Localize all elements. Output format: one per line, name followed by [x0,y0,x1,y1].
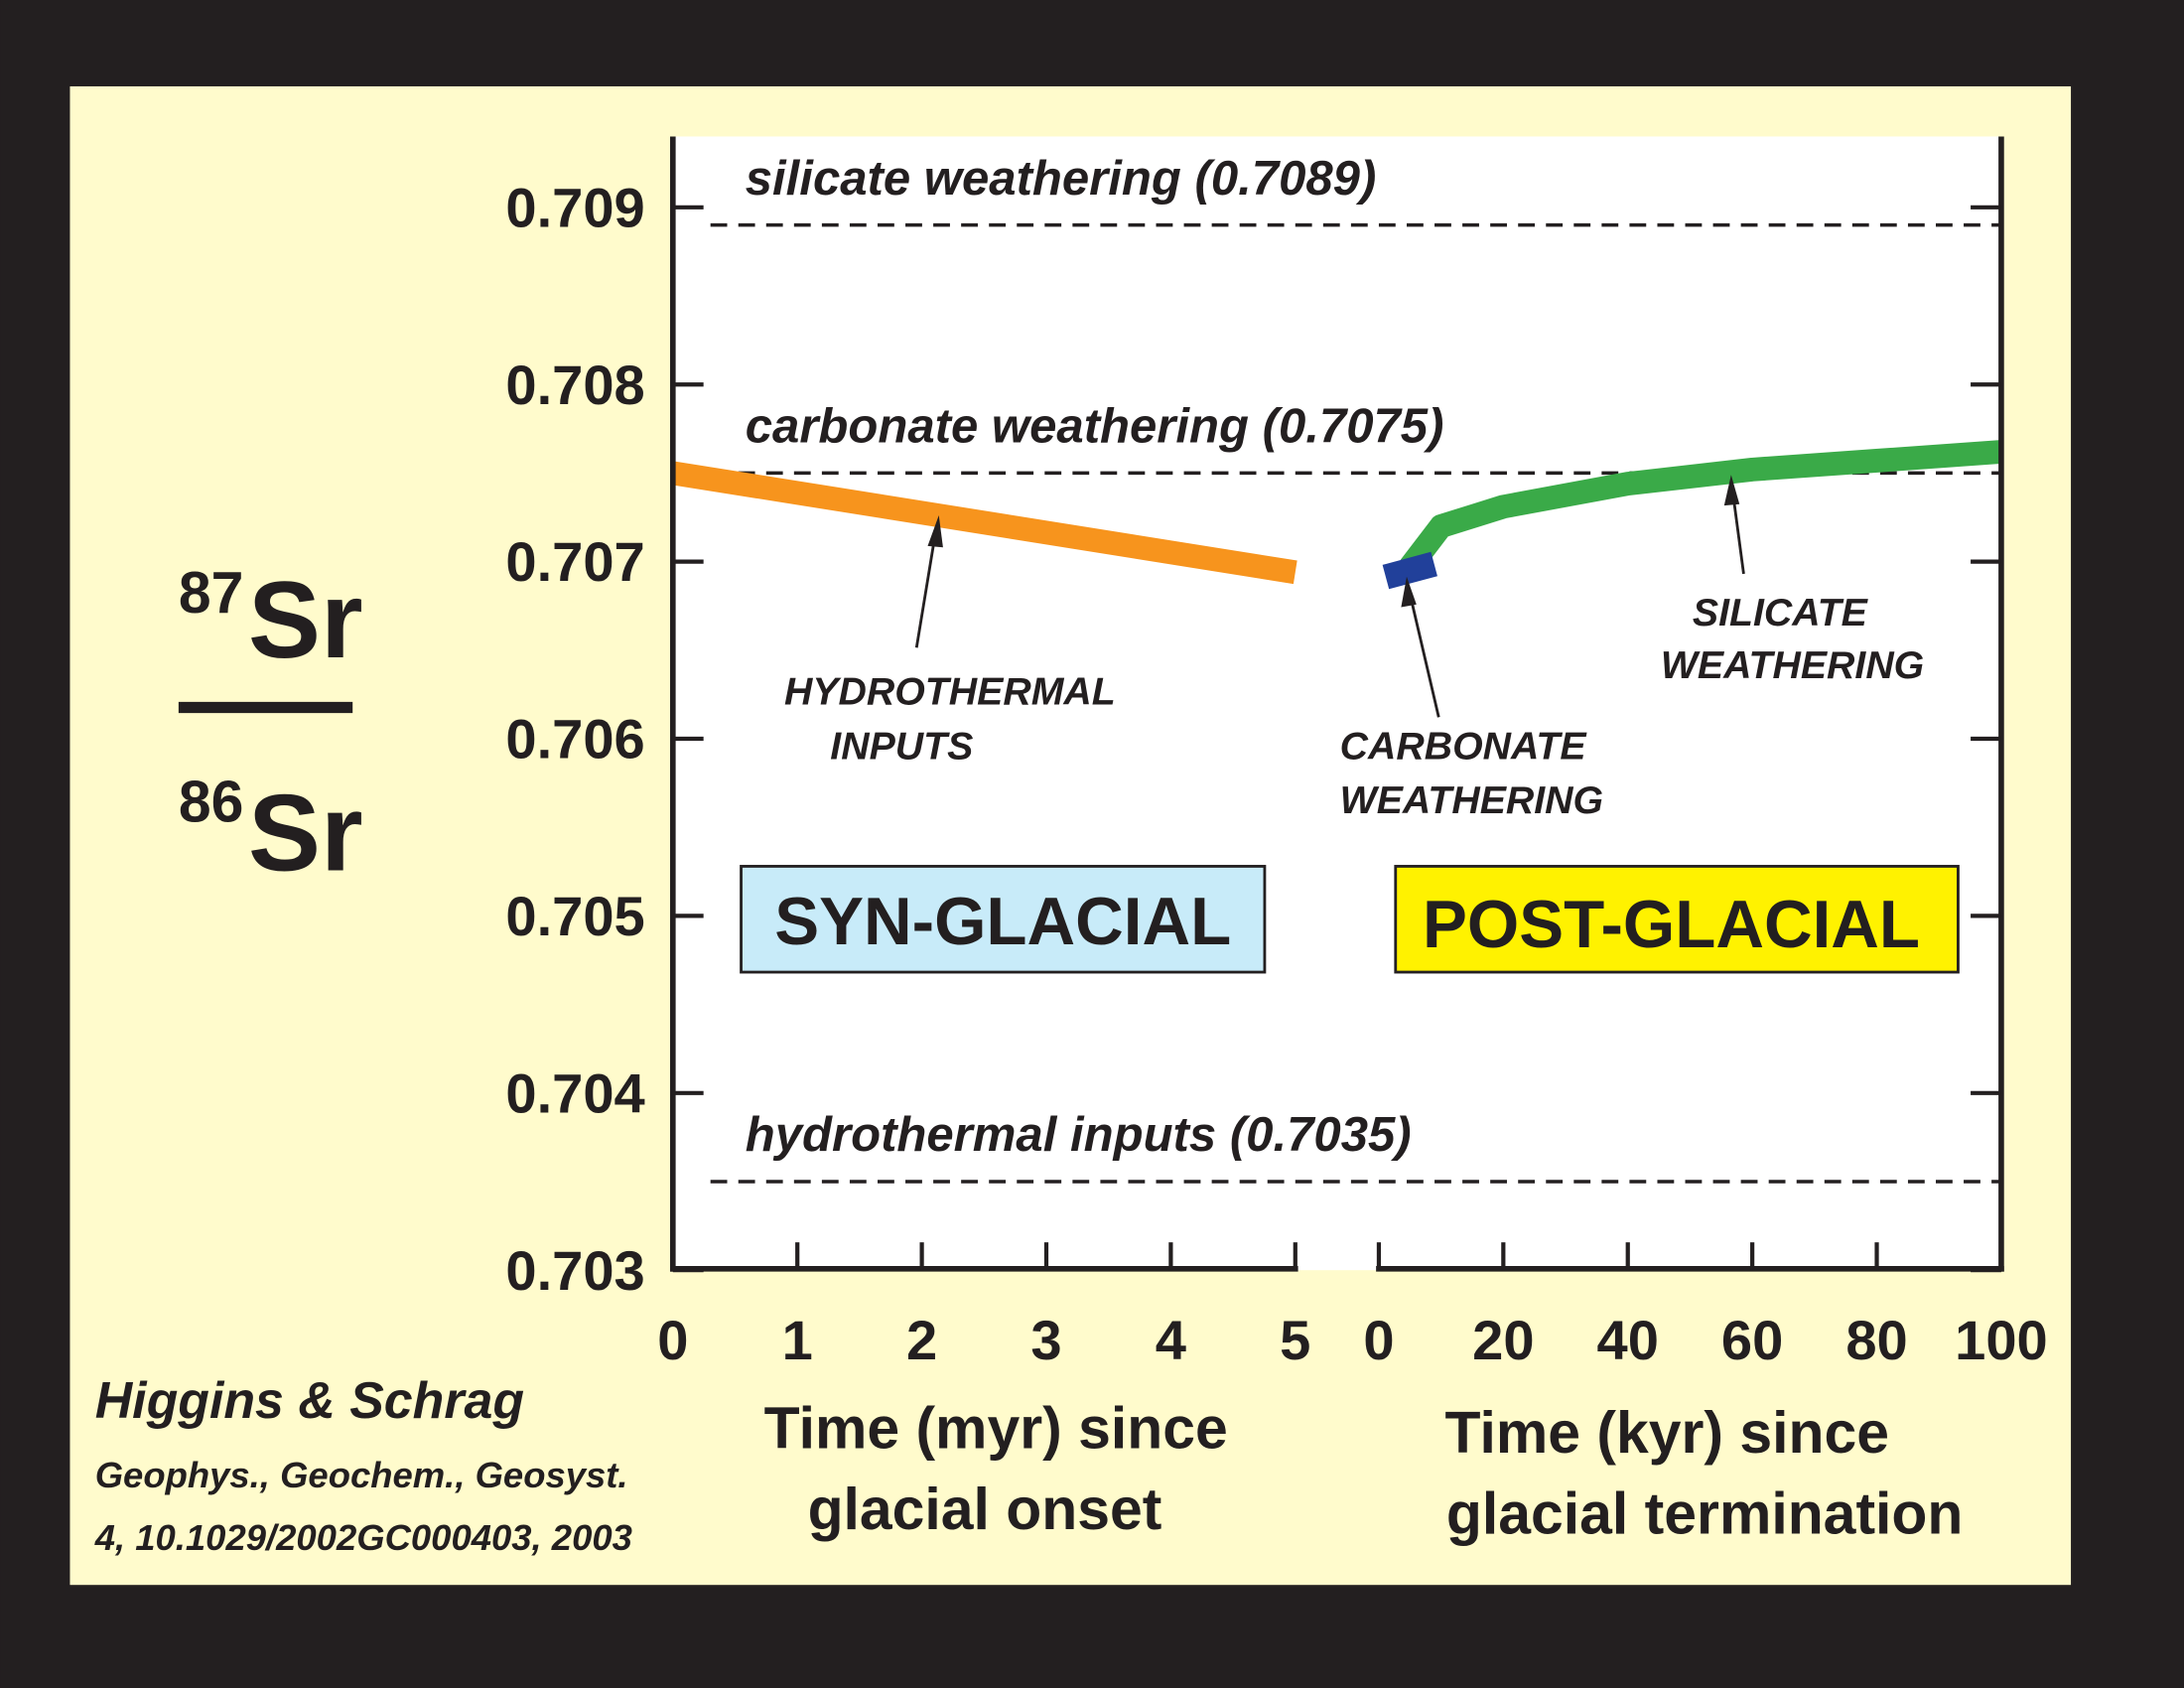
arrow-head [1401,576,1417,608]
y-tick-label: 0.704 [505,1061,644,1124]
x-tick-label: 0 [657,1309,688,1371]
x-label: Time (myr) since [764,1397,1228,1462]
y-tick-label: 0.703 [505,1239,644,1302]
x-tick-label: 80 [1845,1309,1907,1371]
annotation: CARBONATE [1340,724,1588,768]
arrow-head [1723,475,1740,506]
plot-area [672,136,2001,1271]
phase-label: SYN-GLACIAL [774,885,1231,959]
annotation-arrow [1408,591,1440,718]
annotation-arrow [914,528,938,648]
x-tick-label: 20 [1472,1309,1534,1371]
x-tick-label: 60 [1721,1309,1783,1371]
x-tick-label: 4 [1156,1309,1186,1371]
citation-authors: Higgins & Schrag [95,1371,524,1429]
x-tick-label: 2 [906,1309,937,1371]
x-label: Time (kyr) since [1445,1401,1889,1466]
series-line [670,461,1297,585]
series-line [1400,440,2002,575]
phase-box [1394,865,1960,974]
data-layer [670,440,2002,590]
annotation: HYDROTHERMAL [784,670,1116,714]
y-label-numerator: Sr [248,560,363,681]
y-tick-label: 0.709 [505,176,644,238]
y-tick-label: 0.705 [505,885,644,947]
x-tick-label: 5 [1280,1309,1310,1371]
x-tick-label: 3 [1030,1309,1061,1371]
y-label-denominator-mass: 86 [179,771,244,835]
reference-label: silicate weathering (0.7089) [746,152,1377,206]
y-tick-label: 0.706 [505,708,644,771]
x-label: glacial onset [808,1477,1162,1542]
y-tick-label: 0.707 [505,530,644,593]
phase-box [740,865,1267,974]
annotation: WEATHERING [1340,778,1603,822]
marker [1382,551,1437,590]
x-label: glacial termination [1446,1481,1963,1546]
annotation: WEATHERING [1661,643,1924,687]
y-label-denominator: Sr [248,774,363,895]
y-tick-label: 0.708 [505,353,644,416]
reference-label: hydrothermal inputs (0.7035) [746,1108,1412,1162]
annotation: INPUTS [830,724,973,768]
arrow-head [927,514,943,548]
axes-layer: 0.703 0.704 0.705 0.706 0.707 0.708 0.709 0 1 2 3 4… [505,176,2047,1371]
x-tick-label: 40 [1597,1309,1659,1371]
x-tick-label: 100 [1955,1309,2048,1371]
annotation: SILICATE [1693,591,1869,634]
phase-label: POST-GLACIAL [1423,888,1920,962]
y-label-numerator-mass: 87 [179,561,244,626]
reference-label: carbonate weathering (0.7075) [746,400,1444,454]
x-tick-label: 1 [782,1309,813,1371]
citation-reference: 4, 10.1029/2002GC000403, 2003 [94,1517,632,1558]
reference-layer: silicate weathering (0.7089) carbonate we… [710,152,2001,1184]
citation-journal: Geophys., Geochem., Geosyst. [95,1455,628,1495]
x-tick-label: 0 [1363,1309,1394,1371]
